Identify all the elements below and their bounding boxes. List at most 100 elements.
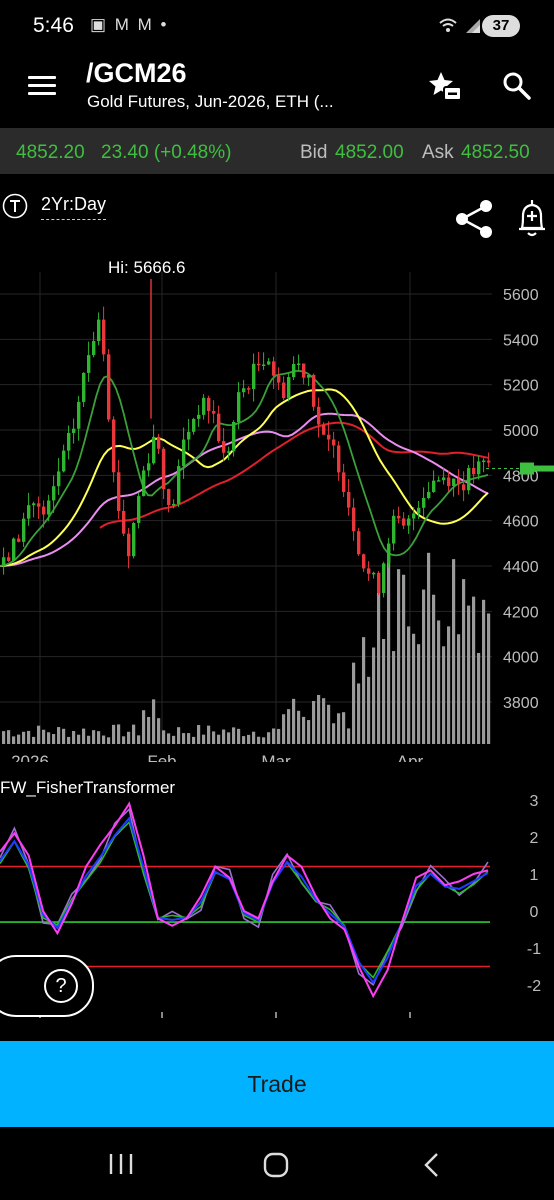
help-button[interactable]: ? [44, 969, 78, 1003]
x-tick-label: Feb [147, 752, 176, 762]
volume-bar [427, 552, 431, 744]
candle-body [182, 439, 186, 467]
volume-bar [307, 720, 311, 744]
candle-body [67, 432, 71, 451]
volume-bar [222, 729, 226, 744]
volume-bar [462, 579, 466, 744]
candle-body [397, 515, 401, 519]
volume-bar [317, 694, 321, 744]
volume-bar [187, 733, 191, 744]
volume-bar [167, 733, 171, 744]
last-price-marker [520, 462, 534, 475]
timeframe-selector[interactable]: 2Yr:Day [41, 194, 107, 220]
volume-bar [302, 716, 306, 744]
volume-bar [347, 728, 351, 744]
volume-bar [252, 731, 256, 744]
volume-bar [392, 651, 396, 744]
candle-body [307, 374, 311, 378]
candle-body [97, 319, 101, 342]
volume-bar [192, 736, 196, 744]
volume-bar [467, 605, 471, 744]
candle-body [452, 478, 456, 486]
volume-bar [22, 731, 26, 744]
candle-body [347, 491, 351, 508]
trade-button[interactable]: Trade [0, 1041, 554, 1127]
candle-body [87, 355, 91, 373]
home-icon[interactable] [262, 1151, 290, 1179]
search-icon[interactable] [502, 71, 532, 101]
volume-bar [362, 637, 366, 744]
volume-bar [452, 559, 456, 744]
drawing-tools-button[interactable] [2, 193, 28, 219]
volume-bar [72, 731, 76, 744]
candle-body [192, 418, 196, 432]
volume-bar [227, 732, 231, 744]
help-pill[interactable]: ? [0, 955, 94, 1017]
candle-body [72, 428, 76, 433]
candle-body [247, 388, 251, 390]
volume-bar [207, 725, 211, 744]
candle-body [202, 397, 206, 415]
candle-body [152, 436, 156, 464]
y-tick-label: 3800 [503, 695, 539, 712]
volume-bar [177, 727, 181, 744]
candle-body [482, 460, 486, 463]
volume-bar [272, 728, 276, 744]
share-icon[interactable] [452, 197, 496, 241]
moving-average-line [0, 412, 489, 567]
volume-bar [142, 710, 146, 744]
volume-bar [422, 589, 426, 744]
volume-bar [257, 736, 261, 744]
moving-average-line [0, 370, 489, 567]
candle-body [167, 489, 171, 506]
candle-body [7, 557, 11, 561]
candle-body [342, 472, 346, 492]
quote-bar [0, 128, 554, 174]
menu-button[interactable] [26, 72, 60, 98]
volume-bar [87, 735, 91, 744]
recent-apps-icon[interactable] [108, 1152, 134, 1176]
volume-bar [32, 736, 36, 744]
volume-bar [442, 646, 446, 744]
volume-bar [232, 727, 236, 744]
indicator-title: FW_FisherTransformer [0, 778, 176, 797]
candle-body [297, 363, 301, 366]
volume-bar [237, 728, 241, 744]
candle-body [217, 413, 221, 442]
volume-bar [202, 734, 206, 744]
bid-price: 4852.00 [335, 142, 404, 163]
volume-bar [292, 698, 296, 744]
candle-body [327, 434, 331, 440]
y-tick-label: -2 [527, 978, 541, 995]
volume-bar [312, 701, 316, 744]
candle-body [287, 377, 291, 399]
volume-bar [47, 732, 51, 744]
back-icon[interactable] [420, 1151, 444, 1179]
candle-body [242, 388, 246, 393]
price-alert-icon[interactable] [514, 196, 550, 240]
symbol-title[interactable]: /GCM26 [86, 58, 187, 88]
candle-body [427, 491, 431, 499]
candle-body [52, 486, 56, 501]
candle-body [57, 471, 61, 487]
indicator-chart[interactable]: 3 2 1 0 -1 -2 [0, 784, 554, 1020]
volume-bar [407, 626, 411, 744]
watchlist-remove-icon[interactable] [428, 70, 462, 102]
candle-body [227, 451, 231, 453]
candle-body [407, 518, 411, 526]
candle-body [157, 436, 161, 449]
candle-body [207, 397, 211, 411]
volume-bar [107, 737, 111, 744]
volume-bar [432, 594, 436, 744]
price-chart[interactable]: 5600540052005000480046004400420040003800… [0, 272, 554, 762]
candle-body [417, 507, 421, 514]
candle-body [352, 507, 356, 532]
ask-label: Ask [422, 142, 454, 163]
candle-body [22, 518, 26, 542]
candle-body [47, 500, 51, 515]
candle-body [337, 445, 341, 473]
volume-bar [182, 733, 186, 744]
volume-bar [12, 736, 16, 744]
candle-body [32, 503, 36, 506]
y-tick-label: 4200 [503, 604, 539, 621]
